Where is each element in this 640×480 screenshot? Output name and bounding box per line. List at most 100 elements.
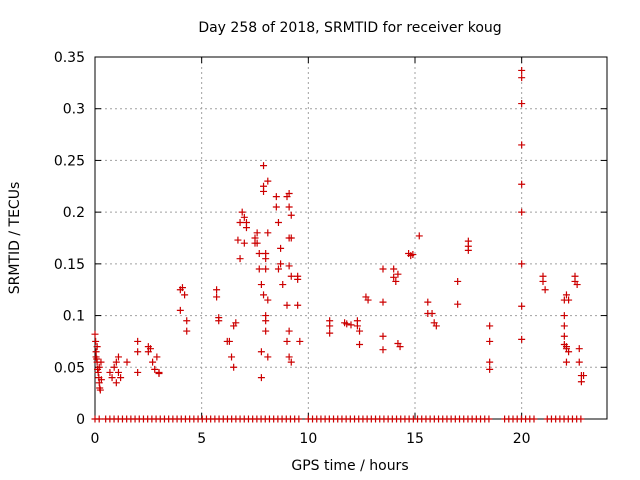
data-point [264,177,272,185]
data-point [562,291,570,299]
data-point [562,358,570,366]
data-point [518,141,526,149]
data-point [262,255,270,263]
y-tick-label: 0 [76,412,85,428]
y-tick-label: 0.05 [54,360,85,376]
data-point [575,358,583,366]
data-point [294,301,302,309]
data-point [251,234,259,242]
data-points [91,66,588,423]
data-point [183,327,191,335]
data-point [178,284,186,292]
data-point [236,218,244,226]
data-point [285,203,293,211]
data-point [232,319,240,327]
data-point [155,369,163,377]
data-point [379,332,387,340]
data-point [577,378,585,386]
data-point [565,348,573,356]
data-point [353,322,361,330]
data-point [486,337,494,345]
y-tick-label: 0.2 [63,205,85,221]
data-point [573,281,581,289]
data-point [93,343,101,351]
data-point [213,286,221,294]
data-point [110,363,118,371]
data-point [253,229,261,237]
plot-frame [94,56,608,420]
data-point [464,246,472,254]
data-point [560,312,568,320]
data-point [274,265,282,273]
data-point [242,218,250,226]
data-point [213,293,221,301]
data-point [183,317,191,325]
data-point [277,260,285,268]
x-tick-label: 20 [513,431,531,447]
chart-title: Day 258 of 2018, SRMTID for receiver kou… [198,20,501,36]
y-tick-label: 0.1 [63,309,85,325]
data-point [181,291,189,299]
data-point [272,193,280,201]
data-point [454,300,462,308]
grid [95,57,607,419]
data-point [260,291,268,299]
data-point [234,236,242,244]
data-point [108,374,116,382]
data-point [253,239,261,247]
data-point [215,314,223,322]
data-point [112,358,120,366]
x-axis-label: GPS time / hours [291,458,408,474]
y-tick-label: 0.15 [54,257,85,273]
data-point [106,368,114,376]
data-point [114,353,122,361]
data-point [287,211,295,219]
data-point [326,329,334,337]
data-point [97,376,105,384]
data-point [486,365,494,373]
y-tick-label: 0.25 [54,153,85,169]
data-point [255,265,263,273]
data-point [541,286,549,294]
data-point [240,213,248,221]
data-point-zero [95,415,103,423]
data-point [285,353,293,361]
data-point [518,74,526,82]
data-point [97,358,105,366]
data-point [134,368,142,376]
data-point [394,270,402,278]
data-point [257,281,265,289]
data-point [390,265,398,273]
data-point [176,306,184,314]
data-point [486,358,494,366]
data-point [356,341,364,349]
data-point [236,255,244,263]
data-point [560,322,568,330]
y-tick-label: 0.35 [54,50,85,66]
data-point [240,239,248,247]
data-point [94,368,102,376]
data-point [424,298,432,306]
data-point [379,298,387,306]
data-point [96,386,104,394]
y-tick-label: 0.3 [63,102,85,118]
data-point [91,330,99,338]
data-point [123,358,131,366]
x-tick-label: 15 [406,431,424,447]
data-point [134,348,142,356]
data-point [518,180,526,188]
data-point [390,273,398,281]
data-point [392,277,400,285]
data-point [283,337,291,345]
data-point [260,162,268,170]
data-point [518,66,526,74]
data-point [260,187,268,195]
data-point [228,353,236,361]
data-point [274,218,282,226]
data-point [518,100,526,108]
data-point [112,379,120,387]
data-point [277,244,285,252]
data-point [262,317,270,325]
data-point [560,332,568,340]
